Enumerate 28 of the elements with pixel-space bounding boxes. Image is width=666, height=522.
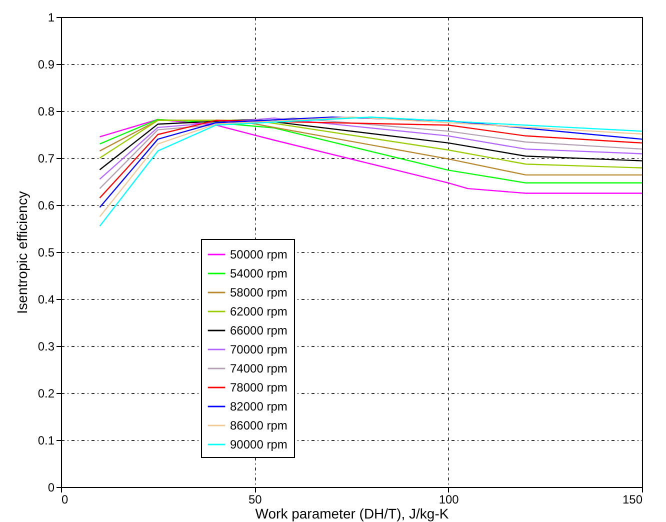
legend-label: 86000 rpm (230, 418, 288, 432)
y-tick-label: 0.7 (38, 152, 55, 166)
y-tick-label: 0.5 (38, 246, 55, 260)
x-axis-title: Work parameter (DH/T), J/kg-K (255, 506, 450, 522)
legend-label: 66000 rpm (230, 324, 288, 338)
y-tick-label: 0.9 (38, 58, 55, 72)
y-tick-label: 0.4 (38, 292, 55, 306)
legend-label: 62000 rpm (230, 304, 288, 318)
y-tick-label: 1 (48, 10, 55, 24)
y-tick-label: 0.8 (38, 104, 55, 118)
x-tick-label: 150 (622, 492, 643, 506)
x-tick-label: 0 (62, 492, 68, 506)
y-axis-title: Isentropic efficiency (14, 191, 30, 314)
legend-label: 54000 rpm (230, 266, 288, 280)
legend-label: 74000 rpm (230, 362, 288, 376)
legend-label: 50000 rpm (230, 248, 288, 262)
y-tick-label: 0.3 (38, 340, 55, 354)
legend-label: 70000 rpm (230, 342, 288, 356)
legend-label: 90000 rpm (230, 438, 288, 452)
x-tick-label: 50 (248, 492, 262, 506)
legend-label: 78000 rpm (230, 380, 288, 394)
y-tick-label: 0 (48, 480, 55, 494)
y-tick-label: 0.1 (38, 434, 55, 448)
y-tick-label: 0.6 (38, 198, 55, 212)
y-tick-label: 0.2 (38, 386, 55, 400)
x-tick-label: 100 (438, 492, 460, 506)
legend-label: 58000 rpm (230, 286, 288, 300)
legend-label: 82000 rpm (230, 400, 288, 414)
